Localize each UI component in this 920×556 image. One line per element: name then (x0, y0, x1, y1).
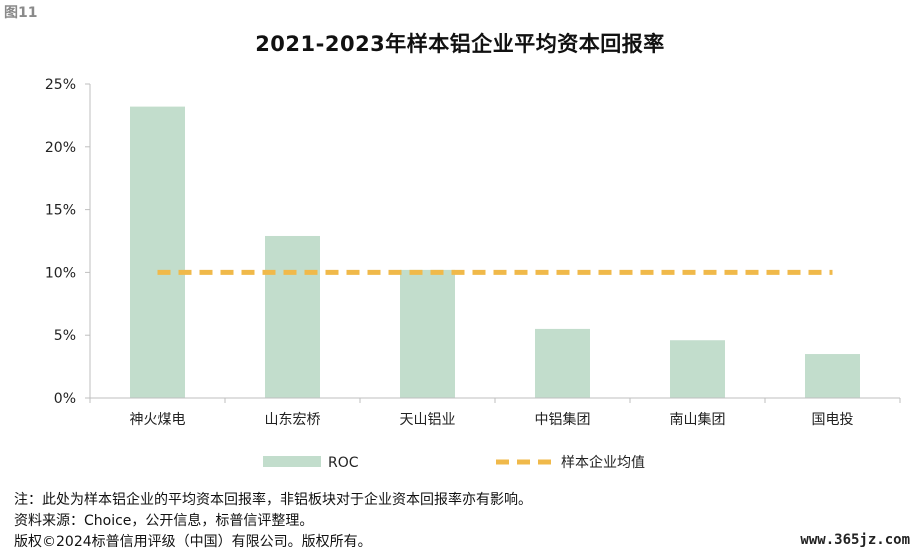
y-tick-label: 25% (45, 77, 76, 93)
bar (805, 354, 860, 398)
x-tick-label: 天山铝业 (400, 412, 456, 428)
legend-swatch-roc (263, 456, 321, 467)
x-tick-label: 神火煤电 (130, 412, 186, 428)
chart-title: 2021-2023年样本铝企业平均资本回报率 (255, 32, 665, 56)
bar-series (130, 106, 860, 398)
bar (400, 269, 455, 398)
x-tick-label: 中铝集团 (535, 411, 591, 428)
note-line: 注：此处为样本铝企业的平均资本回报率，非铝板块对于企业资本回报率亦有影响。 (14, 492, 532, 508)
bar (535, 328, 590, 398)
y-tick-label: 20% (45, 140, 76, 156)
y-tick-label: 5% (54, 328, 76, 344)
copyright-line: 版权©2024标普信用评级（中国）有限公司。版权所有。 (14, 534, 372, 550)
watermark: www.365jz.com (800, 532, 910, 548)
figure-label: 图11 (4, 5, 38, 21)
y-axis: 0% 5% 10% 15% 20% 25% (45, 77, 91, 407)
x-tick-label: 国电投 (812, 412, 854, 428)
x-tick-label: 山东宏桥 (265, 412, 321, 428)
y-tick-label: 15% (45, 203, 76, 219)
bar-chart: 0% 5% 10% 15% 20% 25% 神火煤电 山东宏桥 天山铝业 中铝集团 南山集团 国电投… (45, 77, 901, 471)
bar (265, 235, 320, 398)
legend-label-average: 样本企业均值 (561, 454, 645, 471)
x-axis: 神火煤电 山东宏桥 天山铝业 中铝集团 南山集团 国电投 (89, 397, 901, 428)
y-tick-label: 0% (54, 391, 76, 407)
bar (130, 106, 185, 398)
source-line: 资料来源：Choice，公开信息，标普信评整理。 (14, 513, 314, 529)
legend: ROC 样本企业均值 (263, 454, 645, 471)
legend-label-roc: ROC (328, 455, 359, 471)
bar (670, 340, 725, 398)
y-tick-label: 10% (45, 265, 76, 281)
footnotes: 注：此处为样本铝企业的平均资本回报率，非铝板块对于企业资本回报率亦有影响。 资料… (14, 490, 532, 553)
x-tick-label: 南山集团 (670, 411, 726, 428)
